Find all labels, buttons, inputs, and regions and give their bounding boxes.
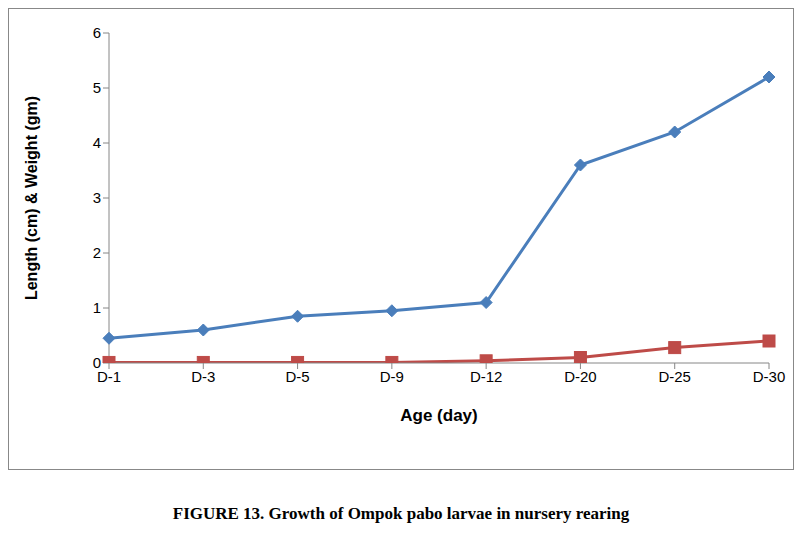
svg-text:3: 3 xyxy=(93,189,101,206)
svg-text:D-1: D-1 xyxy=(96,367,122,385)
html-text:FIGURE 13. Growth of Ompok pab: FIGURE 13. Growth of Ompok pabo larvae i… xyxy=(172,504,630,523)
svg-text:4: 4 xyxy=(93,134,101,151)
svg-text:D-25: D-25 xyxy=(658,368,691,385)
svg-text:5: 5 xyxy=(93,79,101,96)
svg-text:Length (cm) & Weight (gm): Length (cm) & Weight (gm) xyxy=(23,96,40,300)
svg-text:D-30: D-30 xyxy=(753,368,786,385)
svg-text:0: 0 xyxy=(93,354,101,371)
svg-text:D-12: D-12 xyxy=(470,368,503,385)
svg-text:Age (day): Age (day) xyxy=(400,406,477,425)
svg-text:1: 1 xyxy=(93,299,101,316)
svg-text:D-5: D-5 xyxy=(285,368,309,385)
svg-text:6: 6 xyxy=(93,24,101,41)
svg-text:D-3: D-3 xyxy=(191,368,215,385)
svg-text:D-9: D-9 xyxy=(380,368,404,385)
svg-text:D-20: D-20 xyxy=(564,368,597,385)
svg-text:2: 2 xyxy=(93,244,101,261)
